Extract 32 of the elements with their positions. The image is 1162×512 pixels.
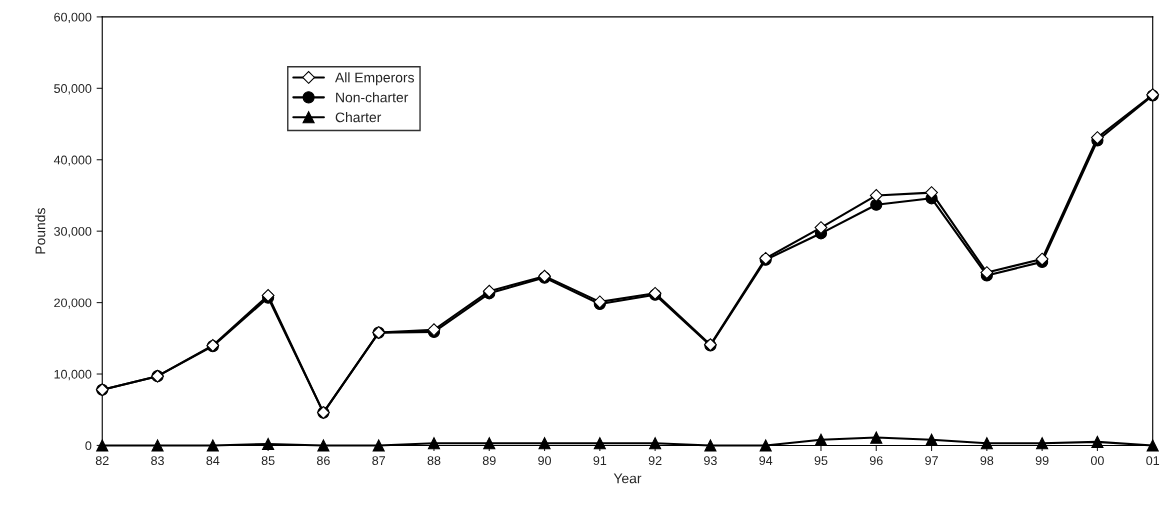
x-tick-label: 94 — [759, 456, 773, 466]
x-tick-label: 93 — [704, 456, 717, 466]
x-tick-label: 97 — [925, 456, 938, 466]
x-tick-label: 98 — [980, 456, 994, 466]
x-tick-label: 84 — [206, 456, 220, 466]
x-tick-label: 91 — [593, 456, 607, 466]
y-axis-title: Pounds — [35, 208, 46, 254]
x-tick-label: 88 — [427, 456, 441, 466]
x-tick-label: 83 — [151, 456, 164, 466]
x-tick-label: 86 — [316, 456, 330, 466]
y-tick-label: 20,000 — [54, 298, 92, 309]
x-tick-label: 00 — [1090, 456, 1104, 466]
x-tick-label: 96 — [869, 456, 883, 466]
x-tick-label: 90 — [538, 456, 552, 466]
legend-label: Charter — [335, 112, 382, 123]
y-tick-label: 10,000 — [54, 369, 92, 381]
x-tick-label: 82 — [95, 456, 109, 466]
x-tick-label: 99 — [1035, 456, 1049, 466]
x-tick-label: 01 — [1146, 456, 1160, 466]
x-axis-title: Year — [613, 473, 642, 484]
x-tick-label: 89 — [482, 456, 496, 466]
legend-label: All Emperors — [335, 72, 414, 86]
y-tick-label: 40,000 — [53, 155, 92, 166]
y-tick-label: 0 — [85, 441, 92, 451]
x-tick-label: 85 — [261, 456, 275, 466]
y-tick-label: 60,000 — [54, 12, 92, 24]
y-tick-label: 50,000 — [54, 84, 92, 95]
y-tick-label: 30,000 — [54, 226, 92, 238]
x-tick-label: 95 — [814, 456, 828, 466]
x-tick-label: 92 — [648, 456, 662, 466]
legend-label: Non-charter — [336, 92, 409, 103]
x-tick-label: 87 — [372, 456, 386, 466]
